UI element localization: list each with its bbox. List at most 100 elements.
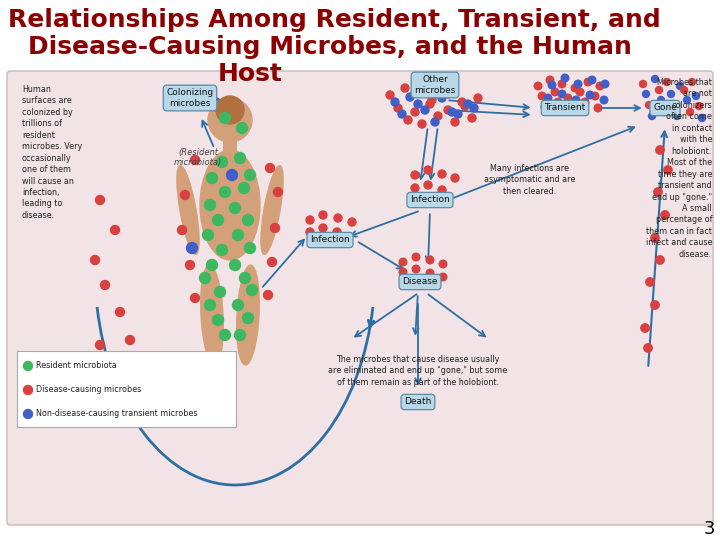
Circle shape xyxy=(539,92,546,100)
Circle shape xyxy=(426,256,433,264)
Text: Death: Death xyxy=(405,397,432,407)
Circle shape xyxy=(411,108,419,116)
Circle shape xyxy=(646,102,652,109)
Text: Infection: Infection xyxy=(310,235,350,245)
Circle shape xyxy=(461,102,469,110)
Circle shape xyxy=(698,114,706,122)
Circle shape xyxy=(438,186,446,194)
Circle shape xyxy=(561,74,569,82)
Circle shape xyxy=(414,88,422,96)
Circle shape xyxy=(220,186,230,198)
Circle shape xyxy=(596,82,604,90)
Circle shape xyxy=(199,273,210,284)
Circle shape xyxy=(115,307,125,316)
Text: Infection: Infection xyxy=(410,195,450,205)
Circle shape xyxy=(438,170,446,178)
Circle shape xyxy=(411,184,419,192)
Circle shape xyxy=(431,118,439,126)
Circle shape xyxy=(220,112,230,124)
Circle shape xyxy=(591,92,599,100)
Circle shape xyxy=(235,152,246,164)
Circle shape xyxy=(207,260,217,271)
Circle shape xyxy=(212,214,223,226)
Circle shape xyxy=(398,110,406,118)
Circle shape xyxy=(664,78,670,85)
Circle shape xyxy=(333,228,341,236)
Ellipse shape xyxy=(237,265,259,365)
Circle shape xyxy=(306,216,314,224)
Circle shape xyxy=(458,98,466,106)
Circle shape xyxy=(96,195,104,205)
Circle shape xyxy=(24,386,32,395)
Circle shape xyxy=(651,301,660,309)
Circle shape xyxy=(233,300,243,310)
Circle shape xyxy=(468,114,476,122)
Circle shape xyxy=(334,214,342,222)
Circle shape xyxy=(204,199,215,211)
Circle shape xyxy=(641,324,649,332)
Circle shape xyxy=(693,92,700,99)
Circle shape xyxy=(677,83,683,90)
FancyBboxPatch shape xyxy=(223,137,237,153)
Circle shape xyxy=(439,273,447,281)
Circle shape xyxy=(661,211,669,219)
Circle shape xyxy=(24,361,32,370)
Text: Microbes that
are not
colonizers
often come
in contact
with the
holobiont.
Most : Microbes that are not colonizers often c… xyxy=(646,78,712,259)
Circle shape xyxy=(233,230,243,240)
Text: Disease-causing microbes: Disease-causing microbes xyxy=(36,386,141,395)
Circle shape xyxy=(554,98,562,106)
Circle shape xyxy=(575,80,582,88)
Circle shape xyxy=(639,80,647,87)
Text: Gone: Gone xyxy=(653,104,677,112)
Circle shape xyxy=(601,80,609,88)
Circle shape xyxy=(558,80,566,88)
Circle shape xyxy=(391,98,399,106)
Circle shape xyxy=(181,191,189,199)
Circle shape xyxy=(584,78,592,86)
Circle shape xyxy=(125,335,135,345)
Circle shape xyxy=(401,84,409,92)
Circle shape xyxy=(394,104,402,112)
Circle shape xyxy=(186,242,197,253)
Circle shape xyxy=(217,245,228,255)
Text: Resident microbiota: Resident microbiota xyxy=(36,361,117,370)
Circle shape xyxy=(657,97,665,104)
Circle shape xyxy=(696,103,703,110)
Circle shape xyxy=(546,76,554,84)
Ellipse shape xyxy=(201,265,223,365)
Circle shape xyxy=(464,100,472,108)
Circle shape xyxy=(558,90,566,98)
Circle shape xyxy=(91,255,99,265)
Circle shape xyxy=(24,409,32,418)
Circle shape xyxy=(642,91,649,98)
Circle shape xyxy=(212,314,223,326)
Text: Other
microbes: Other microbes xyxy=(414,75,456,94)
Circle shape xyxy=(412,253,420,261)
Circle shape xyxy=(541,103,549,111)
Text: Human
surfaces are
colonized by
trillions of
resident
microbes. Very
occasionall: Human surfaces are colonized by trillion… xyxy=(22,85,82,220)
Circle shape xyxy=(660,109,667,116)
Circle shape xyxy=(240,273,251,284)
Circle shape xyxy=(548,81,556,89)
Circle shape xyxy=(581,98,589,106)
Circle shape xyxy=(110,226,120,234)
Circle shape xyxy=(439,260,447,268)
Circle shape xyxy=(451,174,459,182)
Circle shape xyxy=(673,112,680,119)
Circle shape xyxy=(140,357,150,367)
Circle shape xyxy=(664,166,672,174)
Circle shape xyxy=(414,100,422,108)
Circle shape xyxy=(264,291,272,300)
Circle shape xyxy=(96,341,104,349)
Circle shape xyxy=(235,329,246,341)
Circle shape xyxy=(421,106,429,114)
Circle shape xyxy=(654,188,662,196)
Circle shape xyxy=(399,258,407,266)
Circle shape xyxy=(216,96,244,124)
Circle shape xyxy=(428,96,436,104)
Circle shape xyxy=(426,269,433,277)
Circle shape xyxy=(564,94,572,102)
Text: Relationships Among Resident, Transient, and: Relationships Among Resident, Transient,… xyxy=(8,8,661,32)
Circle shape xyxy=(544,94,552,102)
Circle shape xyxy=(412,265,420,273)
